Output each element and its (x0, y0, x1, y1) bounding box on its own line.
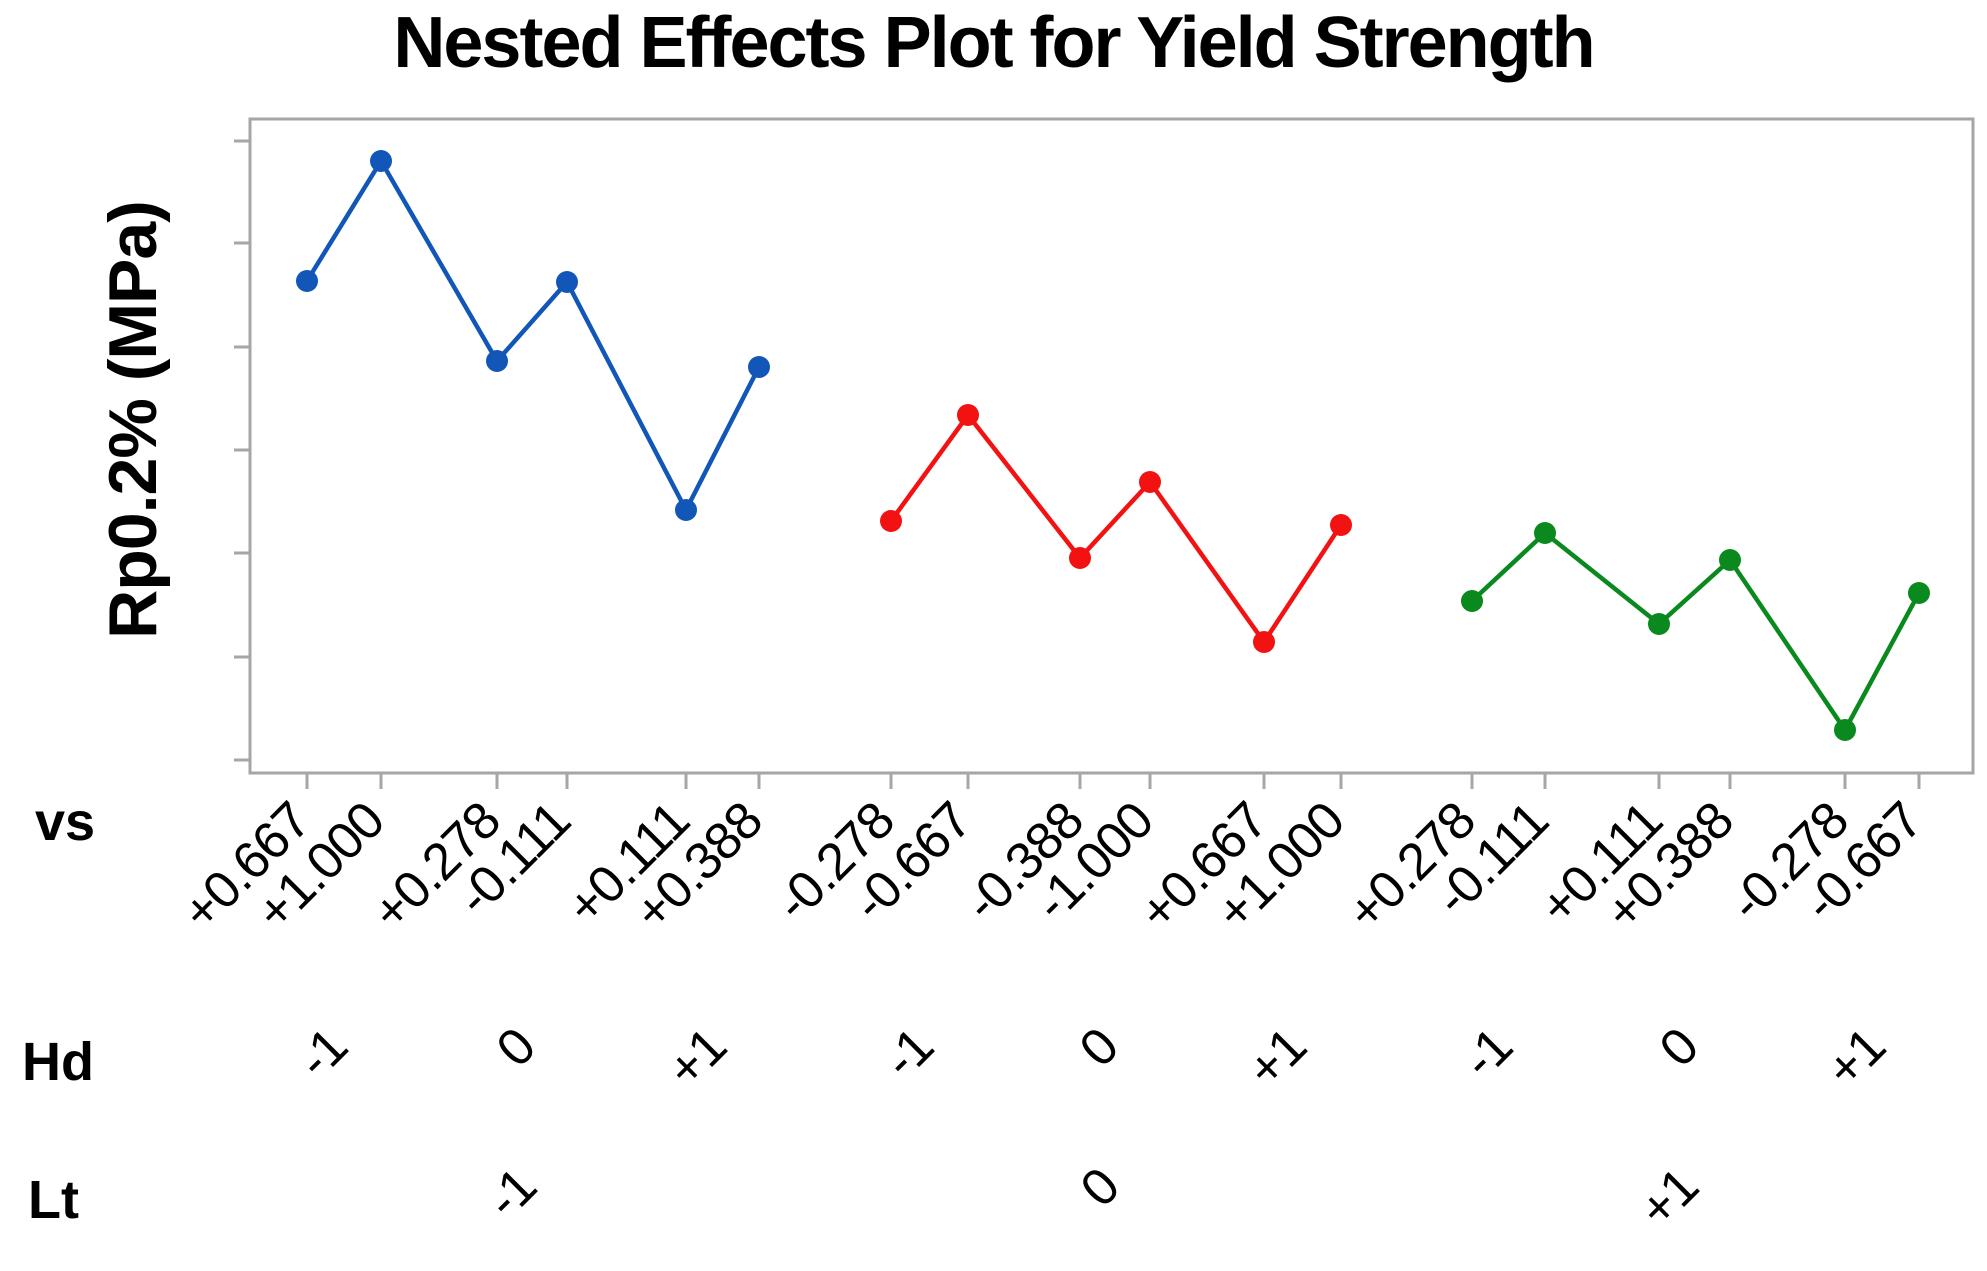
data-point-marker (1253, 631, 1275, 653)
chart-title: Nested Effects Plot for Yield Strength (393, 3, 1595, 83)
data-point-marker (675, 499, 697, 521)
data-point-marker (1648, 613, 1670, 635)
row-header-lt: Lt (28, 1170, 79, 1230)
series-1 (880, 404, 1352, 653)
data-point-marker (486, 350, 508, 372)
data-point-marker (1834, 719, 1856, 741)
data-point-marker (1139, 471, 1161, 493)
data-point-marker (556, 271, 578, 293)
series-0 (296, 150, 770, 521)
series-line (305, 156, 762, 515)
plot-frame (248, 117, 1975, 775)
x-tick-marks (305, 773, 1921, 789)
data-point-marker (880, 510, 902, 532)
series-line (1470, 530, 1921, 735)
data-point-marker (1069, 547, 1091, 569)
data-point-marker (748, 356, 770, 378)
data-point-marker (370, 150, 392, 172)
row-header-vs: vs (35, 792, 96, 852)
data-point-marker (1719, 549, 1741, 571)
data-point-marker (1461, 590, 1483, 612)
data-point-marker (1330, 514, 1352, 536)
data-point-marker (957, 404, 979, 426)
data-point-marker (1534, 522, 1556, 544)
y-tick-marks (234, 139, 250, 762)
series-2 (1461, 522, 1930, 741)
series-line (889, 411, 1343, 646)
row-header-hd: Hd (22, 1032, 94, 1092)
data-point-marker (296, 270, 318, 292)
data-point-marker (1908, 582, 1930, 604)
